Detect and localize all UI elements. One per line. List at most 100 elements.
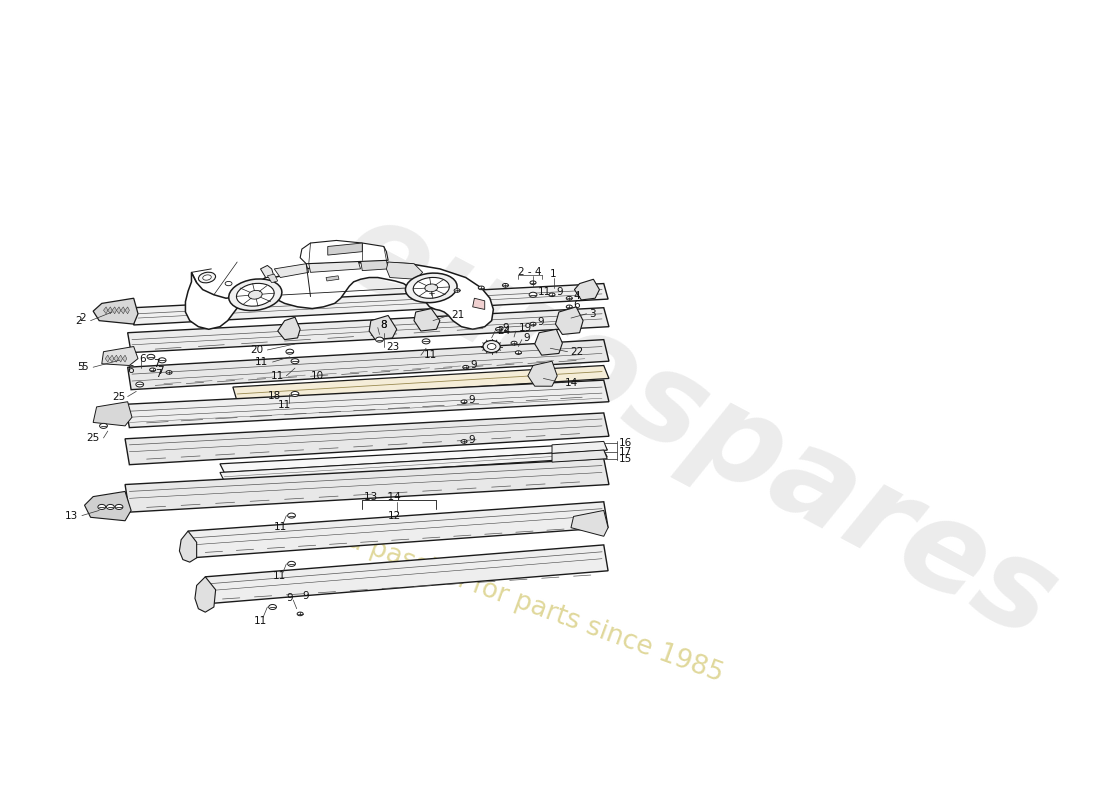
Text: 9: 9 bbox=[286, 594, 293, 603]
Ellipse shape bbox=[158, 358, 166, 363]
Text: 11: 11 bbox=[277, 400, 292, 410]
Text: 9: 9 bbox=[470, 361, 476, 370]
Polygon shape bbox=[106, 355, 110, 362]
Text: 22: 22 bbox=[570, 346, 583, 357]
Polygon shape bbox=[125, 413, 609, 465]
Polygon shape bbox=[114, 355, 118, 362]
Polygon shape bbox=[195, 577, 216, 612]
Polygon shape bbox=[220, 443, 607, 473]
Text: 8: 8 bbox=[381, 320, 387, 330]
Polygon shape bbox=[370, 315, 397, 340]
Text: 9: 9 bbox=[301, 590, 308, 601]
Text: 6: 6 bbox=[573, 300, 580, 310]
Text: 11: 11 bbox=[538, 287, 551, 297]
Polygon shape bbox=[571, 510, 608, 536]
Text: 11: 11 bbox=[254, 616, 267, 626]
Polygon shape bbox=[233, 366, 609, 402]
Ellipse shape bbox=[461, 400, 468, 403]
Polygon shape bbox=[128, 308, 609, 353]
Ellipse shape bbox=[202, 275, 211, 280]
Polygon shape bbox=[102, 346, 138, 366]
Ellipse shape bbox=[292, 358, 299, 364]
Text: 1: 1 bbox=[550, 269, 557, 279]
Ellipse shape bbox=[288, 562, 296, 566]
Polygon shape bbox=[110, 355, 114, 362]
Text: 9: 9 bbox=[469, 434, 475, 445]
Text: 11: 11 bbox=[424, 350, 437, 360]
Text: 9: 9 bbox=[469, 395, 475, 405]
Text: 12: 12 bbox=[388, 510, 401, 521]
Text: 21: 21 bbox=[451, 310, 464, 321]
Polygon shape bbox=[556, 307, 583, 334]
Ellipse shape bbox=[495, 327, 502, 331]
Text: 14: 14 bbox=[565, 378, 579, 388]
Ellipse shape bbox=[566, 297, 572, 300]
Ellipse shape bbox=[226, 282, 232, 286]
Text: 5: 5 bbox=[78, 362, 85, 372]
Text: 9: 9 bbox=[503, 322, 509, 333]
Ellipse shape bbox=[268, 605, 276, 610]
Polygon shape bbox=[274, 264, 309, 278]
Polygon shape bbox=[112, 307, 117, 314]
Polygon shape bbox=[300, 241, 388, 264]
Text: 19: 19 bbox=[518, 323, 531, 334]
Text: 6: 6 bbox=[140, 354, 146, 363]
Ellipse shape bbox=[116, 505, 123, 510]
Ellipse shape bbox=[147, 354, 155, 359]
Text: 20: 20 bbox=[250, 345, 263, 355]
Polygon shape bbox=[85, 491, 131, 521]
Ellipse shape bbox=[422, 339, 430, 344]
Ellipse shape bbox=[512, 342, 517, 345]
Text: eurospares: eurospares bbox=[321, 187, 1076, 665]
Polygon shape bbox=[528, 361, 558, 386]
Text: 25: 25 bbox=[112, 391, 125, 402]
Text: 17: 17 bbox=[619, 446, 632, 457]
Ellipse shape bbox=[229, 279, 282, 310]
Text: 4: 4 bbox=[573, 291, 580, 302]
Polygon shape bbox=[108, 307, 112, 314]
Text: 11: 11 bbox=[274, 522, 287, 532]
Polygon shape bbox=[118, 355, 122, 362]
Ellipse shape bbox=[166, 370, 172, 374]
Ellipse shape bbox=[297, 612, 304, 616]
Ellipse shape bbox=[549, 293, 556, 297]
Ellipse shape bbox=[463, 366, 469, 369]
Ellipse shape bbox=[461, 439, 468, 443]
Polygon shape bbox=[552, 450, 607, 462]
Polygon shape bbox=[328, 243, 362, 255]
Polygon shape bbox=[179, 531, 197, 562]
Text: 2: 2 bbox=[75, 316, 81, 326]
Ellipse shape bbox=[107, 505, 114, 510]
Text: 11: 11 bbox=[273, 571, 286, 581]
Text: 18: 18 bbox=[267, 390, 280, 401]
Ellipse shape bbox=[503, 283, 508, 287]
Polygon shape bbox=[361, 260, 388, 270]
Polygon shape bbox=[103, 307, 108, 314]
Text: a passion for parts since 1985: a passion for parts since 1985 bbox=[343, 526, 727, 687]
Ellipse shape bbox=[483, 341, 500, 353]
Text: 7: 7 bbox=[154, 358, 161, 369]
Text: 9: 9 bbox=[557, 287, 563, 297]
Ellipse shape bbox=[487, 343, 496, 350]
Polygon shape bbox=[277, 317, 300, 340]
Text: 5: 5 bbox=[81, 362, 88, 372]
Ellipse shape bbox=[236, 283, 274, 306]
Text: 23: 23 bbox=[386, 342, 399, 351]
Polygon shape bbox=[552, 442, 607, 454]
Ellipse shape bbox=[292, 391, 299, 397]
Polygon shape bbox=[188, 502, 608, 558]
Polygon shape bbox=[261, 266, 274, 278]
Ellipse shape bbox=[406, 273, 458, 302]
Text: 7: 7 bbox=[157, 366, 164, 376]
Ellipse shape bbox=[288, 513, 296, 518]
Ellipse shape bbox=[135, 382, 144, 387]
Text: 11: 11 bbox=[271, 371, 284, 381]
Polygon shape bbox=[125, 307, 130, 314]
Text: 25: 25 bbox=[86, 433, 99, 443]
Polygon shape bbox=[386, 262, 422, 279]
Ellipse shape bbox=[516, 350, 521, 354]
Polygon shape bbox=[134, 283, 608, 325]
Polygon shape bbox=[267, 274, 277, 282]
Polygon shape bbox=[414, 309, 440, 331]
Text: 6: 6 bbox=[128, 365, 134, 375]
